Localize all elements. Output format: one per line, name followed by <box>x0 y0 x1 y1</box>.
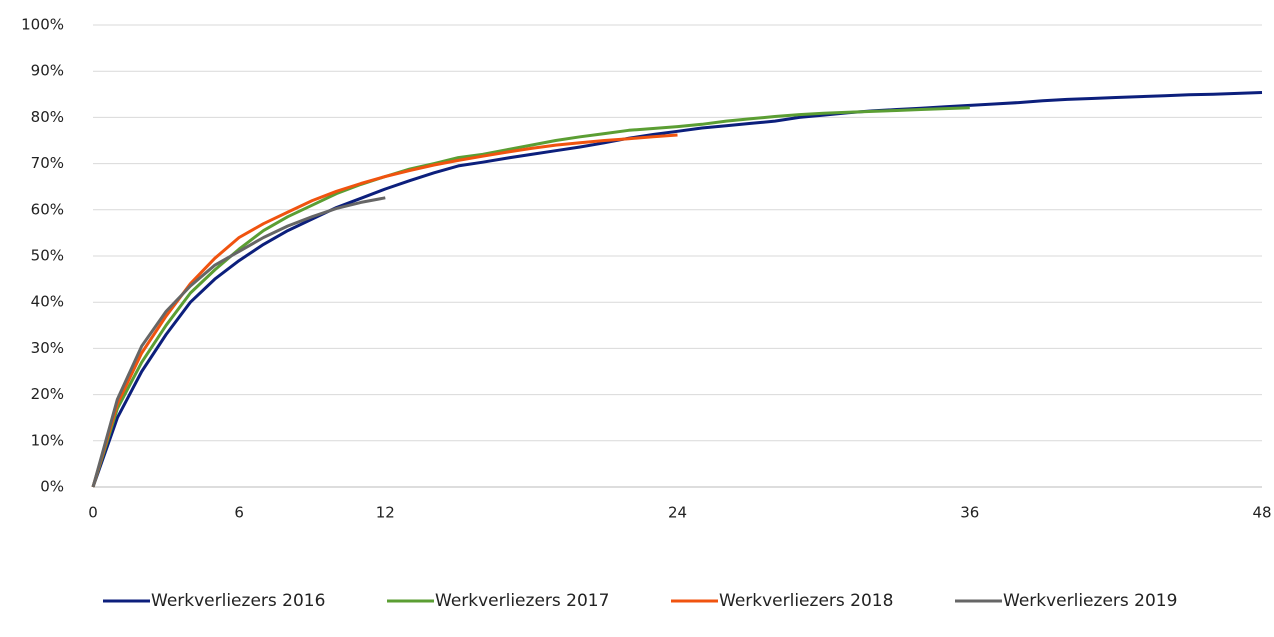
legend-label: Werkverliezers 2018 <box>719 591 893 611</box>
legend-label: Werkverliezers 2016 <box>151 591 325 611</box>
y-tick-label: 100% <box>21 16 64 34</box>
x-tick-label: 36 <box>960 504 979 522</box>
x-tick-label: 12 <box>376 504 395 522</box>
x-tick-label: 24 <box>668 504 687 522</box>
legend-label: Werkverliezers 2019 <box>1003 591 1177 611</box>
series-line <box>91 196 386 488</box>
x-tick-label: 0 <box>88 504 98 522</box>
x-tick-label: 48 <box>1252 504 1271 522</box>
y-tick-label: 80% <box>31 108 64 126</box>
series-line <box>91 133 678 488</box>
legend-label: Werkverliezers 2017 <box>435 591 609 611</box>
y-tick-label: 40% <box>31 293 64 311</box>
series-line <box>91 106 970 488</box>
y-tick-label: 20% <box>31 385 64 403</box>
y-tick-label: 10% <box>31 431 64 449</box>
y-tick-label: 90% <box>31 62 64 80</box>
y-tick-label: 0% <box>40 478 64 496</box>
y-tick-label: 60% <box>31 200 64 218</box>
y-tick-label: 50% <box>31 247 64 265</box>
y-tick-label: 30% <box>31 339 64 357</box>
series-line <box>91 91 1263 488</box>
y-tick-label: 70% <box>31 154 64 172</box>
x-tick-label: 6 <box>234 504 244 522</box>
